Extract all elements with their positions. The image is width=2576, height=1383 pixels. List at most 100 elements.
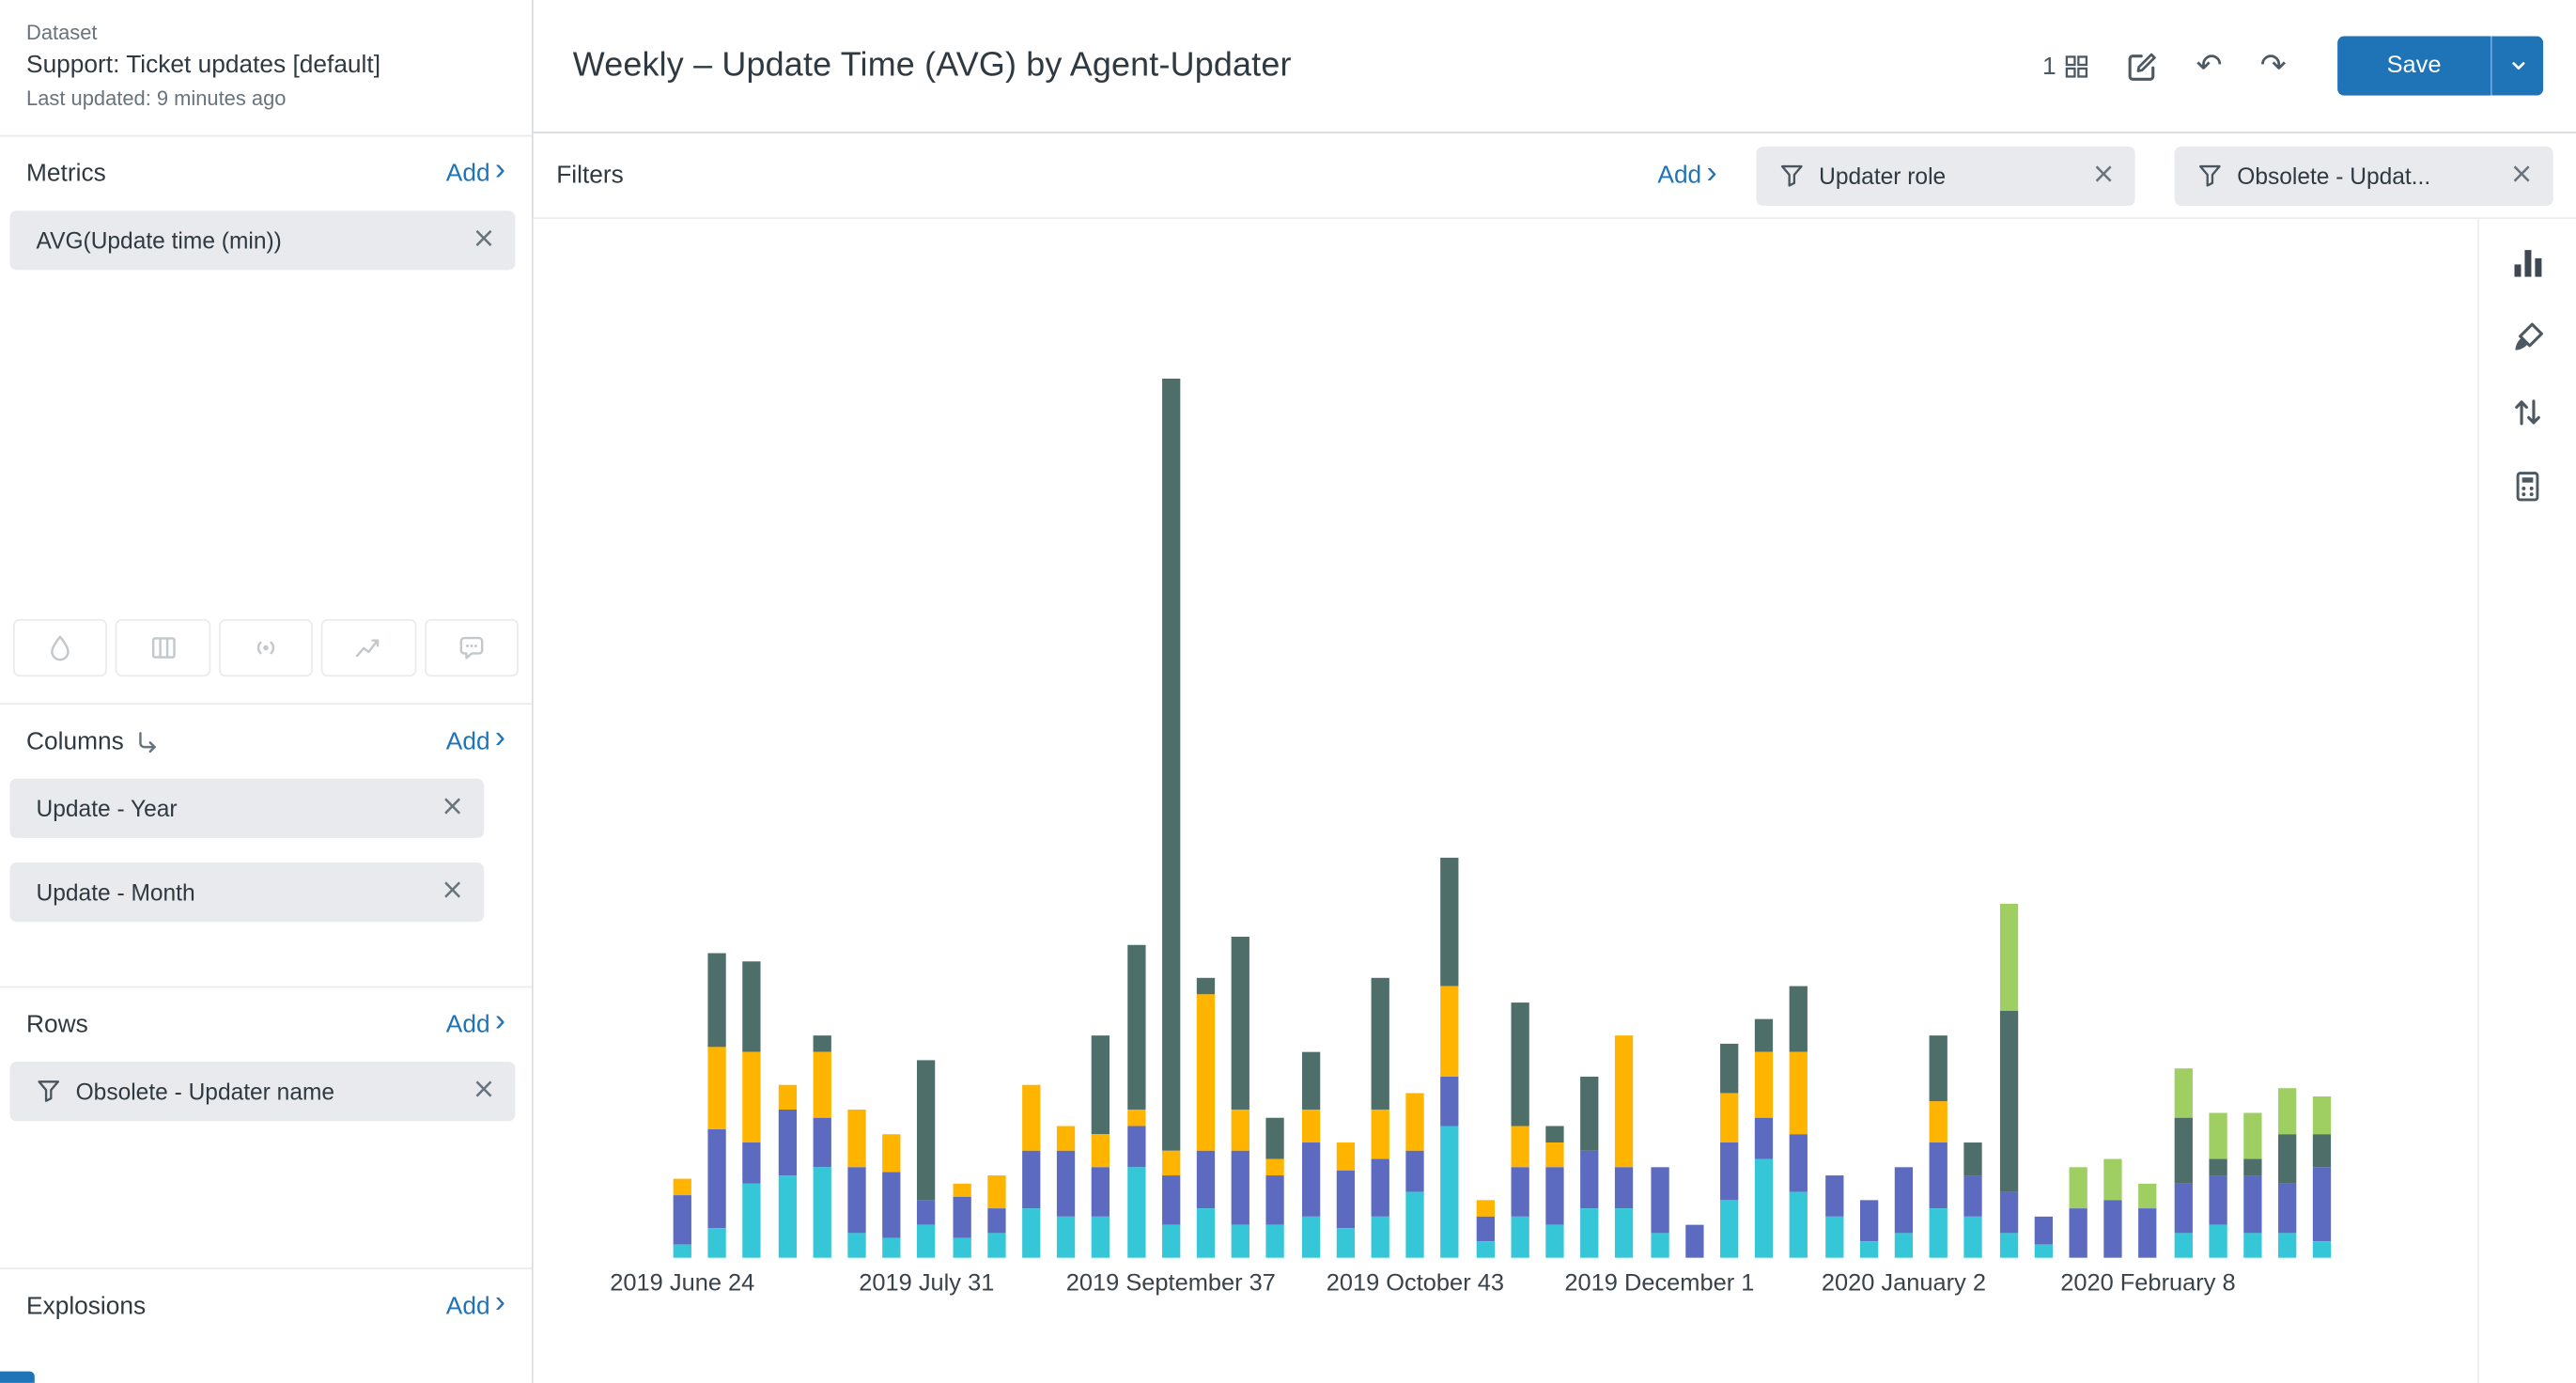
bar-segment-stack-cyan	[1545, 1224, 1564, 1258]
bar-segment-stack-amber	[1371, 1109, 1389, 1159]
bar-segment-stack-indigo	[1126, 1126, 1145, 1168]
close-icon[interactable]: ×	[472, 1073, 496, 1107]
stacked-bar[interactable]	[882, 1134, 901, 1258]
column-chip[interactable]: Update - Month ×	[9, 862, 485, 922]
stacked-bar[interactable]	[1126, 944, 1145, 1258]
stacked-bar[interactable]	[917, 1060, 936, 1258]
stacked-bar[interactable]	[2209, 1112, 2227, 1258]
stacked-bar[interactable]	[952, 1183, 971, 1258]
chart-toolbar	[2478, 219, 2576, 1383]
bar-segment-stack-cyan	[1511, 1216, 1529, 1258]
sort-button[interactable]	[2510, 396, 2545, 430]
stacked-bar[interactable]	[673, 1178, 691, 1258]
stacked-bar[interactable]	[1999, 903, 2018, 1258]
row-chip[interactable]: Obsolete - Updater name ×	[9, 1061, 516, 1121]
explosions-add-button[interactable]: Add ›	[445, 1285, 505, 1321]
stacked-bar[interactable]	[1684, 1224, 1704, 1258]
stacked-bar[interactable]	[1301, 1051, 1320, 1258]
save-button[interactable]: Save	[2337, 36, 2491, 96]
stacked-bar[interactable]	[1720, 1043, 1739, 1258]
bar-segment-stack-cyan	[847, 1233, 866, 1258]
filter-chip-label: Obsolete - Updat...	[2237, 162, 2431, 189]
metric-chip[interactable]: AVG(Update time (min)) ×	[9, 210, 516, 270]
stacked-bar[interactable]	[2278, 1088, 2297, 1258]
stacked-bar[interactable]	[813, 1035, 831, 1258]
redo-button[interactable]: ↷	[2260, 50, 2287, 81]
stacked-bar[interactable]	[1371, 977, 1389, 1258]
bar-segment-stack-slate	[1580, 1076, 1599, 1151]
filter-chip[interactable]: Updater role ×	[1756, 146, 2135, 206]
stacked-bar[interactable]	[1755, 1018, 1774, 1258]
stacked-bar[interactable]	[1057, 1126, 1076, 1258]
filters-title: Filters	[556, 161, 624, 190]
calculations-button[interactable]	[2512, 471, 2543, 502]
stacked-bar[interactable]	[1650, 1167, 1669, 1258]
stacked-bar[interactable]	[2243, 1112, 2262, 1258]
tabs-indicator[interactable]: 1	[2042, 52, 2089, 80]
stacked-bar[interactable]	[2103, 1158, 2122, 1258]
stacked-bar[interactable]	[1092, 1035, 1110, 1258]
undo-button[interactable]: ↶	[2196, 50, 2223, 81]
swap-icon[interactable]	[135, 728, 160, 753]
stacked-bar[interactable]	[1545, 1126, 1564, 1258]
close-icon[interactable]: ×	[2091, 158, 2116, 192]
stacked-bar[interactable]	[1894, 1167, 1914, 1258]
trend-icon[interactable]	[321, 617, 416, 676]
bar-segment-stack-amber	[707, 1047, 727, 1130]
stacked-bar[interactable]	[2313, 1096, 2332, 1258]
stacked-bar[interactable]	[1929, 1035, 1948, 1258]
stacked-bar[interactable]	[1615, 1035, 1634, 1258]
bar-segment-stack-indigo	[882, 1172, 901, 1238]
close-icon[interactable]: ×	[441, 874, 465, 908]
column-chip[interactable]: Update - Year ×	[9, 777, 485, 837]
stacked-bar[interactable]	[707, 953, 727, 1258]
chart-type-button[interactable]	[2511, 247, 2544, 280]
filters-add-button[interactable]: Add ›	[1657, 155, 1717, 191]
stacked-bar[interactable]	[1405, 1093, 1424, 1258]
bar-segment-stack-amber	[1161, 1150, 1180, 1176]
close-icon[interactable]: ×	[2509, 158, 2534, 192]
stacked-bar[interactable]	[1964, 1142, 1983, 1258]
stacked-bar[interactable]	[1266, 1117, 1285, 1258]
stacked-bar[interactable]	[847, 1109, 866, 1258]
broadcast-icon[interactable]	[218, 617, 314, 676]
stacked-bar[interactable]	[2034, 1216, 2053, 1258]
bar-segment-stack-amber	[952, 1183, 971, 1197]
stacked-bar[interactable]	[1231, 937, 1250, 1258]
close-icon[interactable]: ×	[441, 790, 465, 824]
table-columns-icon[interactable]	[116, 617, 210, 676]
droplet-icon[interactable]	[13, 617, 108, 676]
metrics-add-button[interactable]: Add ›	[445, 152, 505, 188]
stacked-bar[interactable]	[1859, 1200, 1878, 1258]
filter-icon	[1780, 164, 1803, 187]
stacked-bar[interactable]	[778, 1084, 797, 1258]
chart-style-button[interactable]	[2511, 321, 2544, 354]
stacked-bar[interactable]	[1824, 1175, 1843, 1258]
bar-segment-stack-cyan	[882, 1237, 901, 1258]
stacked-bar[interactable]	[1790, 986, 1808, 1258]
close-icon[interactable]: ×	[472, 222, 496, 256]
stacked-bar[interactable]	[1336, 1142, 1355, 1258]
stacked-bar[interactable]	[1196, 977, 1216, 1258]
stacked-bar[interactable]	[1022, 1084, 1041, 1258]
edit-button[interactable]	[2127, 50, 2158, 81]
bar-segment-stack-amber	[1615, 1035, 1634, 1168]
stacked-bar[interactable]	[1511, 1002, 1529, 1258]
stacked-bar[interactable]	[986, 1175, 1006, 1258]
stacked-bar[interactable]	[1476, 1200, 1495, 1258]
bar-segment-stack-indigo	[1964, 1175, 1983, 1217]
stacked-bar[interactable]	[2138, 1183, 2158, 1258]
filter-chip[interactable]: Obsolete - Updat... ×	[2174, 146, 2553, 206]
stacked-bar[interactable]	[1161, 379, 1180, 1258]
stacked-bar[interactable]	[2173, 1068, 2193, 1258]
stacked-bar[interactable]	[742, 961, 762, 1258]
stacked-bar[interactable]	[1440, 857, 1460, 1258]
stacked-bar[interactable]	[2069, 1167, 2087, 1258]
rows-add-button[interactable]: Add ›	[445, 1003, 505, 1039]
comment-icon[interactable]	[424, 617, 519, 676]
save-dropdown-button[interactable]	[2491, 36, 2544, 96]
report-title: Weekly – Update Time (AVG) by Agent-Upda…	[572, 46, 1292, 85]
stacked-bar[interactable]	[1580, 1076, 1599, 1258]
columns-add-button[interactable]: Add ›	[445, 721, 505, 756]
